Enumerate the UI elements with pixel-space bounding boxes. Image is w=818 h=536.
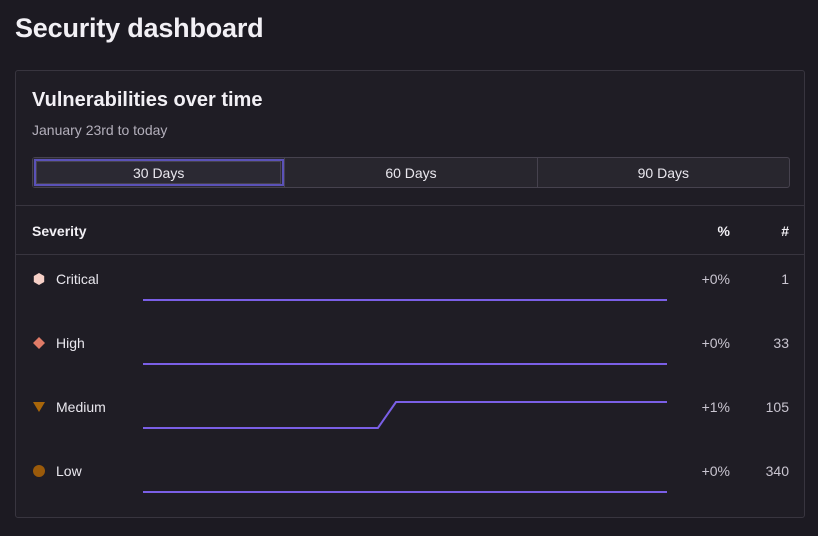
header-divider — [16, 205, 804, 206]
percent-change: +0% — [701, 335, 730, 351]
page-title: Security dashboard — [15, 13, 264, 43]
range-90-days-button[interactable]: 90 Days — [637, 164, 689, 181]
circle-icon — [33, 465, 45, 477]
severity-label: Critical — [56, 271, 99, 287]
severity-column-header: Severity — [32, 223, 87, 239]
severity-label: Low — [56, 463, 82, 479]
count-column-header: # — [781, 223, 789, 239]
vulnerability-count: 33 — [773, 335, 789, 351]
percent-change: +1% — [701, 399, 730, 415]
table-row: Medium +1% 105 — [16, 399, 804, 463]
date-range-subtitle: January 23rd to today — [32, 122, 168, 138]
percent-change: +0% — [701, 463, 730, 479]
trend-line — [143, 402, 667, 428]
trend-sparkline — [143, 397, 667, 431]
vulnerabilities-card: Vulnerabilities over time January 23rd t… — [15, 70, 805, 518]
percent-column-header: % — [717, 223, 730, 239]
table-row: Low +0% 340 — [16, 463, 804, 527]
vulnerability-count: 105 — [765, 399, 789, 415]
percent-change: +0% — [701, 271, 730, 287]
table-row: High +0% 33 — [16, 335, 804, 399]
severity-label: High — [56, 335, 85, 351]
time-range-selector: 30 Days 60 Days 90 Days — [32, 157, 790, 188]
range-60-days-button[interactable]: 60 Days — [285, 158, 538, 187]
vulnerability-count: 340 — [765, 463, 789, 479]
trend-sparkline — [143, 333, 667, 367]
table-row: Critical +0% 1 — [16, 271, 804, 335]
card-title: Vulnerabilities over time — [32, 89, 263, 111]
hexagon-icon — [33, 273, 45, 285]
triangle-down-icon — [33, 402, 45, 412]
trend-sparkline — [143, 461, 667, 495]
table-header-divider — [16, 254, 804, 255]
severity-label: Medium — [56, 399, 106, 415]
range-30-days-button[interactable]: 30 Days — [33, 158, 286, 187]
vulnerability-count: 1 — [781, 271, 789, 287]
diamond-icon — [33, 337, 45, 349]
trend-sparkline — [143, 269, 667, 303]
